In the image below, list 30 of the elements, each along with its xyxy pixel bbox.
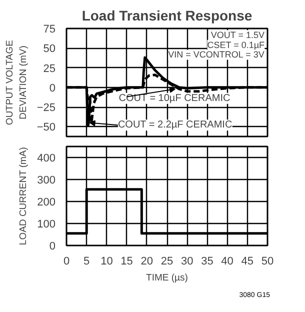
- x-tick-label: 50: [261, 256, 274, 268]
- y-tick-label: −50: [36, 122, 56, 134]
- y-tick-label: 25: [43, 62, 56, 75]
- x-tick-label: 30: [180, 256, 194, 268]
- y-axis-title: OUTPUT VOLTAGE DEVIATION (mV): [4, 40, 29, 126]
- y-tick-label: 0: [49, 82, 56, 94]
- x-tick-label: 45: [241, 256, 254, 268]
- chart-title: Load Transient Response: [82, 8, 252, 24]
- x-tick-label: 35: [201, 256, 214, 268]
- x-tick-label: 10: [100, 256, 113, 268]
- x-tick-label: 25: [160, 256, 174, 268]
- y-tick-label: −25: [36, 102, 56, 114]
- y-tick-label: 400: [37, 152, 56, 164]
- annotation: VOUT = 1.5V: [210, 30, 265, 40]
- x-tick-label: 40: [221, 256, 234, 268]
- y-tick-label: 75: [43, 24, 56, 36]
- x-tick-label: 5: [84, 256, 90, 268]
- x-tick-label: 20: [140, 256, 154, 268]
- annotation: CSET = 0.1µF: [207, 40, 266, 50]
- y-axis-title: LOAD CURRENT (mA): [18, 147, 30, 246]
- x-axis-title: TIME (µs): [146, 272, 188, 284]
- y-tick-label: 50: [43, 43, 56, 56]
- y-tick-label: 300: [37, 174, 56, 186]
- y-tick-label: 0: [49, 240, 56, 252]
- x-tick-label: 15: [120, 256, 133, 268]
- annotation: VIN = VCONTROL = 3V: [168, 50, 264, 60]
- y-tick-label: 100: [37, 218, 56, 230]
- x-tick-label: 0: [63, 256, 70, 268]
- annotation: COUT = 2.2µF CERAMIC: [118, 120, 232, 131]
- y-tick-label: 200: [37, 196, 56, 208]
